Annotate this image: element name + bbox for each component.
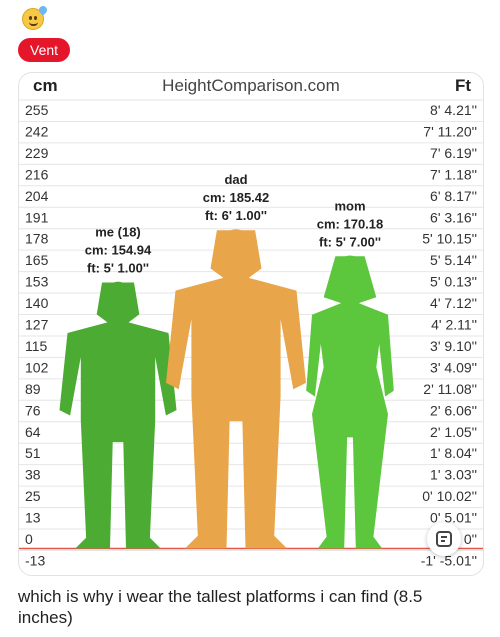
ft-tick-label: 7' 6.19'' <box>430 145 477 161</box>
cm-tick-label: 89 <box>25 381 41 397</box>
cm-tick-label: 191 <box>25 209 49 225</box>
cm-unit-label: cm <box>33 76 58 95</box>
cm-tick-label: 255 <box>25 102 49 118</box>
ft-tick-label: 1' 3.03'' <box>430 467 477 483</box>
crying-laughing-emoji-icon <box>22 4 49 30</box>
cm-tick-label: 0 <box>25 531 33 547</box>
post-caption: which is why i wear the tallest platform… <box>18 587 423 627</box>
cm-tick-label: 140 <box>25 295 49 311</box>
ft-unit-label: Ft <box>455 76 471 95</box>
person-name-label: dad <box>224 172 247 187</box>
cm-tick-label: 25 <box>25 488 41 504</box>
cm-tick-label: 165 <box>25 252 49 268</box>
chart-canvas: 255 8' 4.21'' 242 7' 11.20'' 229 7' 6.19'' 216… <box>19 76 483 568</box>
person-silhouette <box>306 256 394 549</box>
ft-tick-label: 2' 6.06'' <box>430 402 477 418</box>
ft-tick-label: 5' 0.13'' <box>430 274 477 290</box>
ft-tick-label: 4' 2.11'' <box>431 317 477 333</box>
person-head <box>103 281 133 318</box>
ft-tick-label: 1' 8.04'' <box>430 445 477 461</box>
cm-tick-label: 242 <box>25 123 49 139</box>
cm-tick-label: 13 <box>25 510 41 526</box>
cm-tick-label: 178 <box>25 231 49 247</box>
cm-tick-label: 216 <box>25 166 49 182</box>
cm-tick-label: 153 <box>25 274 49 290</box>
person-cm-label: cm: 185.42 <box>203 190 270 205</box>
cm-tick-label: 102 <box>25 359 49 375</box>
cm-tick-label: 204 <box>25 188 49 204</box>
height-comparison-chart: 255 8' 4.21'' 242 7' 11.20'' 229 7' 6.19'' 216… <box>18 72 484 576</box>
cm-tick-label: 115 <box>25 338 48 354</box>
cm-tick-label: 229 <box>25 145 49 161</box>
ft-tick-label: 5' 5.14'' <box>430 252 477 268</box>
person-name-label: mom <box>334 198 365 213</box>
person-head <box>218 229 254 273</box>
ft-tick-label: 3' 4.09'' <box>430 359 477 375</box>
person-cm-label: cm: 170.18 <box>317 216 384 231</box>
ft-tick-label: 6' 8.17'' <box>430 188 477 204</box>
ft-tick-label: 0' 10.02'' <box>422 488 477 504</box>
person-head <box>333 255 367 296</box>
chart-title: HeightComparison.com <box>162 76 340 95</box>
person-ft-label: ft: 6' 1.00'' <box>205 208 267 223</box>
ft-tick-label: 2' 1.05'' <box>430 424 477 440</box>
cm-tick-label: 38 <box>25 467 41 483</box>
ft-tick-label: 0' 5.01'' <box>430 510 477 526</box>
ft-tick-label: 2' 11.08'' <box>423 381 477 397</box>
person-silhouette <box>59 282 177 549</box>
cm-tick-label: 127 <box>25 317 49 333</box>
ft-tick-label: -1' -5.01'' <box>421 552 477 568</box>
person-cm-label: cm: 154.94 <box>85 242 152 257</box>
ft-tick-label: 6' 3.16'' <box>430 209 477 225</box>
google-lens-icon[interactable] <box>427 522 461 556</box>
cm-tick-label: 64 <box>25 424 41 440</box>
ft-tick-label: 4' 7.12'' <box>430 295 477 311</box>
cm-tick-label: 51 <box>25 445 41 461</box>
ft-tick-label: 5' 10.15'' <box>422 231 477 247</box>
person-silhouette <box>166 230 306 549</box>
ft-tick-label: 3' 9.10'' <box>430 338 477 354</box>
cm-tick-label: -13 <box>25 552 45 568</box>
person-name-label: me (18) <box>95 224 141 239</box>
person-ft-label: ft: 5' 7.00'' <box>319 234 381 249</box>
ft-tick-label: 7' 1.18'' <box>430 166 477 182</box>
ft-tick-label: 7' 11.20'' <box>423 123 477 139</box>
vent-tag[interactable]: Vent <box>18 38 71 62</box>
person-ft-label: ft: 5' 1.00'' <box>87 260 149 275</box>
cm-tick-label: 76 <box>25 402 41 418</box>
ft-tick-label: 8' 4.21'' <box>430 102 477 118</box>
